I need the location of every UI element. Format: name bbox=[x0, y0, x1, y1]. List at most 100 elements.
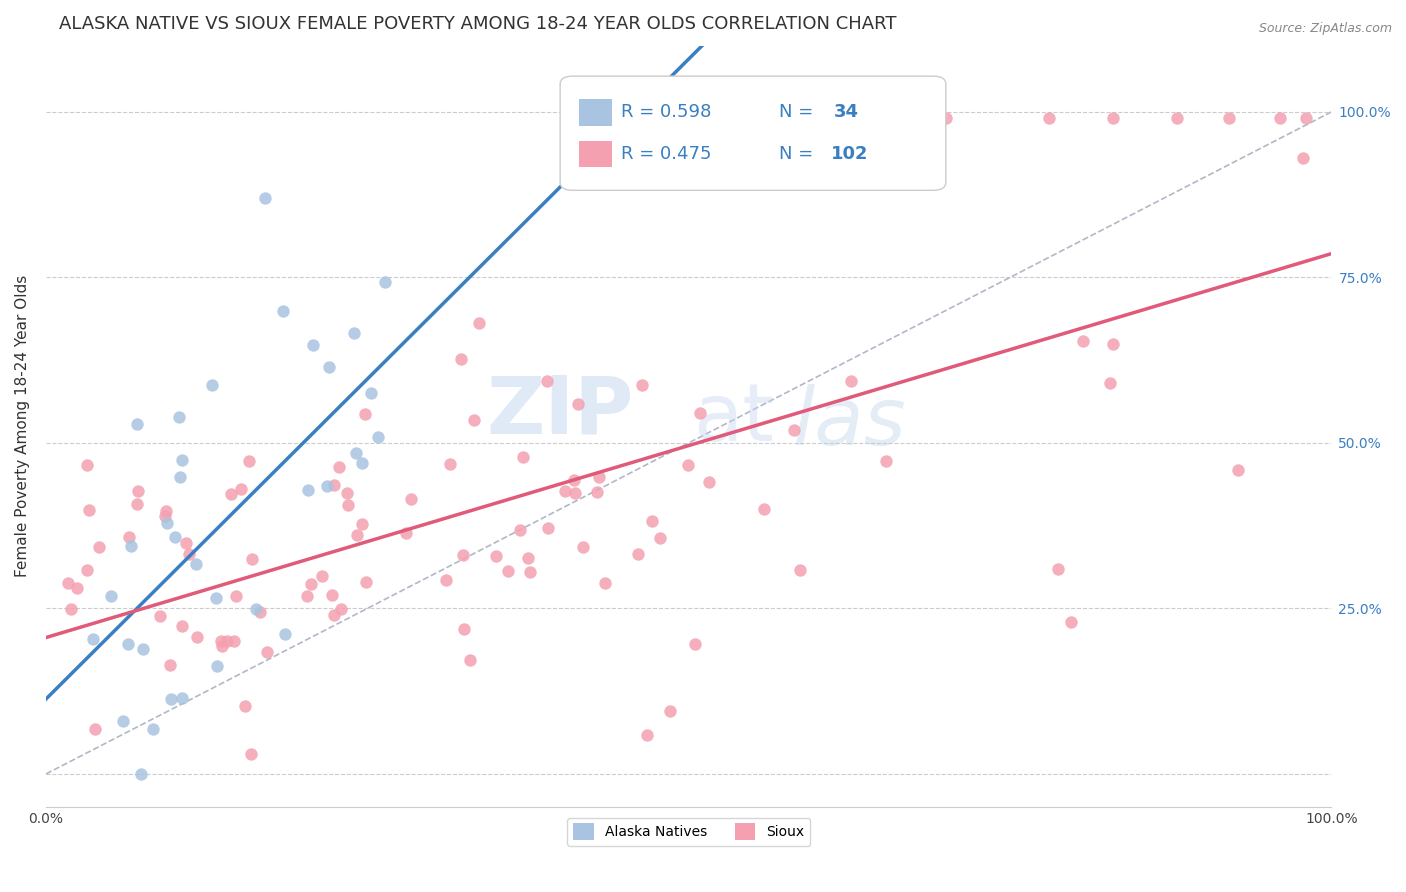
Sioux bbox=[337, 498, 360, 512]
Sioux bbox=[399, 492, 422, 507]
Sioux bbox=[593, 576, 616, 591]
Sioux bbox=[752, 501, 775, 516]
Sioux bbox=[935, 112, 957, 126]
Sioux bbox=[689, 406, 711, 420]
Sioux bbox=[295, 590, 318, 604]
Sioux bbox=[153, 509, 176, 524]
Alaska Natives bbox=[316, 479, 339, 493]
Alaska Natives bbox=[271, 304, 294, 318]
Text: at: at bbox=[693, 380, 775, 458]
Text: 102: 102 bbox=[831, 145, 869, 162]
Sioux bbox=[219, 487, 242, 501]
Alaska Natives bbox=[132, 642, 155, 657]
Alaska Natives bbox=[120, 539, 142, 553]
Alaska Natives bbox=[170, 452, 193, 467]
Sioux bbox=[564, 486, 586, 500]
Alaska Natives bbox=[169, 409, 191, 424]
Alaska Natives bbox=[343, 326, 366, 340]
Sioux bbox=[1071, 334, 1094, 349]
Sioux bbox=[1060, 615, 1083, 629]
Sioux bbox=[77, 503, 100, 517]
Sioux bbox=[586, 485, 609, 500]
Sioux bbox=[155, 503, 177, 517]
Y-axis label: Female Poverty Among 18-24 Year Olds: Female Poverty Among 18-24 Year Olds bbox=[15, 276, 30, 577]
Alaska Natives bbox=[245, 601, 267, 615]
Alaska Natives bbox=[374, 275, 396, 289]
Alaska Natives bbox=[205, 658, 228, 673]
Text: R = 0.598: R = 0.598 bbox=[620, 103, 711, 121]
FancyBboxPatch shape bbox=[560, 76, 946, 190]
Sioux bbox=[536, 374, 558, 388]
Sioux bbox=[648, 531, 671, 545]
Sioux bbox=[1046, 562, 1069, 576]
Alaska Natives bbox=[302, 337, 325, 351]
Alaska Natives bbox=[346, 446, 368, 460]
Text: las: las bbox=[793, 384, 907, 461]
Sioux bbox=[395, 526, 418, 541]
Sioux bbox=[238, 454, 260, 468]
Sioux bbox=[217, 634, 239, 648]
Alaska Natives bbox=[318, 359, 340, 374]
Sioux bbox=[172, 619, 194, 633]
Alaska Natives bbox=[201, 378, 224, 392]
Sioux bbox=[468, 316, 491, 330]
Sioux bbox=[453, 622, 475, 636]
Alaska Natives bbox=[142, 722, 165, 736]
Sioux bbox=[460, 653, 482, 667]
Sioux bbox=[66, 581, 89, 595]
Alaska Natives bbox=[205, 591, 228, 605]
Sioux bbox=[697, 475, 720, 490]
Sioux bbox=[512, 450, 534, 464]
Legend: Alaska Natives, Sioux: Alaska Natives, Sioux bbox=[567, 818, 810, 846]
Sioux bbox=[485, 549, 508, 563]
Alaska Natives bbox=[253, 191, 276, 205]
Sioux bbox=[174, 536, 197, 550]
Sioux bbox=[588, 469, 610, 483]
Text: N =: N = bbox=[779, 103, 818, 121]
Alaska Natives bbox=[163, 530, 186, 544]
Sioux bbox=[1218, 112, 1240, 126]
Alaska Natives bbox=[125, 417, 148, 431]
Sioux bbox=[572, 541, 595, 555]
Sioux bbox=[346, 528, 368, 542]
Alaska Natives bbox=[274, 626, 297, 640]
Sioux bbox=[875, 454, 897, 468]
Sioux bbox=[118, 530, 141, 544]
Text: N =: N = bbox=[779, 145, 818, 162]
Sioux bbox=[434, 573, 457, 587]
Alaska Natives bbox=[360, 386, 382, 401]
Sioux bbox=[177, 547, 200, 561]
Sioux bbox=[1166, 112, 1188, 126]
Alaska Natives bbox=[117, 637, 139, 651]
Sioux bbox=[323, 478, 346, 492]
Sioux bbox=[519, 565, 541, 579]
Sioux bbox=[229, 482, 252, 496]
FancyBboxPatch shape bbox=[579, 141, 612, 168]
Alaska Natives bbox=[160, 692, 183, 706]
Text: Source: ZipAtlas.com: Source: ZipAtlas.com bbox=[1258, 22, 1392, 36]
Alaska Natives bbox=[156, 516, 179, 531]
Sioux bbox=[211, 633, 233, 648]
Sioux bbox=[328, 459, 350, 474]
Sioux bbox=[676, 458, 699, 472]
Sioux bbox=[832, 112, 855, 126]
Sioux bbox=[354, 407, 377, 421]
Sioux bbox=[336, 485, 359, 500]
Sioux bbox=[330, 602, 353, 616]
Alaska Natives bbox=[129, 767, 152, 781]
Alaska Natives bbox=[170, 691, 193, 706]
Sioux bbox=[631, 378, 654, 392]
Sioux bbox=[56, 575, 79, 590]
Sioux bbox=[352, 517, 374, 532]
Alaska Natives bbox=[112, 714, 135, 728]
Sioux bbox=[451, 548, 474, 562]
Sioux bbox=[256, 645, 278, 659]
Sioux bbox=[789, 562, 811, 576]
Sioux bbox=[87, 540, 110, 554]
Sioux bbox=[125, 496, 148, 510]
FancyBboxPatch shape bbox=[579, 99, 612, 126]
Sioux bbox=[659, 704, 682, 718]
Sioux bbox=[299, 577, 322, 591]
Sioux bbox=[311, 569, 333, 583]
Sioux bbox=[76, 458, 98, 473]
